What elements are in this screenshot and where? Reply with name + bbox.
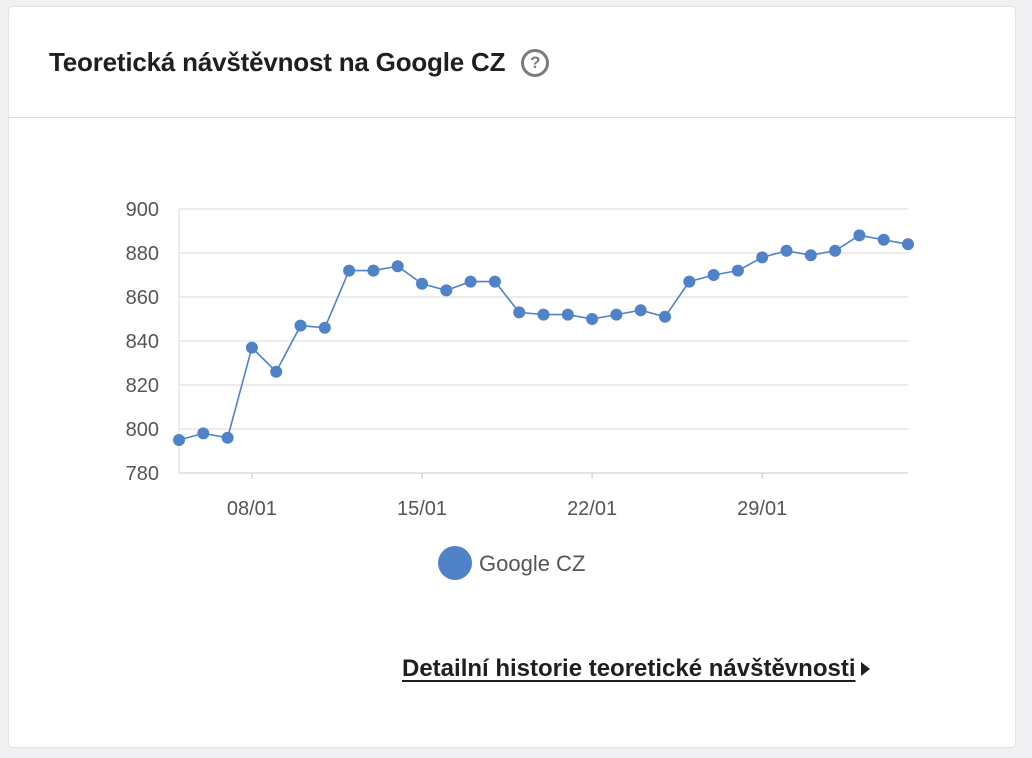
x-tick-label: 22/01 bbox=[567, 498, 617, 520]
data-point bbox=[610, 308, 623, 321]
card-title: Teoretická návštěvnost na Google CZ bbox=[49, 46, 506, 77]
y-tick-label: 820 bbox=[126, 375, 159, 397]
y-tick-label: 880 bbox=[126, 243, 159, 265]
y-tick-label: 860 bbox=[126, 287, 159, 309]
data-point bbox=[634, 304, 647, 317]
card-header: Teoretická návštěvnost na Google CZ ? bbox=[9, 7, 1015, 118]
triangle-right-icon bbox=[861, 662, 871, 676]
data-point bbox=[343, 264, 356, 277]
y-tick-label: 900 bbox=[126, 199, 159, 221]
data-point bbox=[488, 275, 501, 288]
legend-marker bbox=[438, 546, 472, 580]
data-point bbox=[780, 244, 793, 257]
data-point bbox=[537, 308, 550, 321]
data-point bbox=[173, 434, 185, 446]
x-tick-label: 29/01 bbox=[737, 498, 787, 520]
data-point bbox=[731, 264, 744, 277]
y-tick-label: 840 bbox=[126, 331, 159, 353]
data-point bbox=[270, 365, 283, 378]
chart-area: 780 800 820 840 860 880 900 08/01 15/01 22/01 29/0… bbox=[9, 119, 1017, 619]
data-point bbox=[391, 260, 404, 273]
data-point bbox=[659, 310, 671, 323]
data-point bbox=[877, 233, 890, 246]
data-point bbox=[829, 244, 842, 257]
data-point bbox=[902, 238, 914, 251]
series-line-google-cz bbox=[178, 234, 909, 441]
history-detail-link[interactable]: Detailní historie teoretické návštěvnost… bbox=[402, 655, 871, 683]
data-point bbox=[561, 308, 574, 321]
data-point bbox=[513, 306, 526, 319]
line-chart: 780 800 820 840 860 880 900 08/01 15/01 22/01 29/0… bbox=[126, 199, 914, 580]
data-point bbox=[683, 275, 696, 288]
data-point bbox=[586, 313, 599, 325]
legend-label: Google CZ bbox=[479, 551, 585, 576]
data-point bbox=[853, 229, 866, 242]
data-point bbox=[197, 427, 210, 440]
x-tick-label: 15/01 bbox=[397, 498, 447, 520]
data-point bbox=[221, 431, 234, 444]
traffic-card: Teoretická návštěvnost na Google CZ ? 78… bbox=[8, 6, 1016, 748]
data-point bbox=[707, 269, 720, 281]
data-point bbox=[318, 321, 331, 334]
data-point bbox=[294, 319, 307, 332]
y-tick-label: 800 bbox=[126, 419, 159, 441]
question-circle-icon[interactable]: ? bbox=[521, 49, 550, 77]
data-point bbox=[245, 341, 258, 354]
y-tick-label: 780 bbox=[126, 463, 159, 485]
data-point bbox=[416, 277, 428, 290]
data-point bbox=[756, 251, 769, 264]
history-detail-link-label: Detailní historie teoretické návštěvnost… bbox=[402, 655, 856, 682]
data-point bbox=[464, 275, 477, 288]
data-point bbox=[440, 284, 453, 297]
x-tick-label: 08/01 bbox=[227, 498, 277, 520]
data-point bbox=[804, 249, 817, 262]
data-point bbox=[367, 264, 380, 277]
